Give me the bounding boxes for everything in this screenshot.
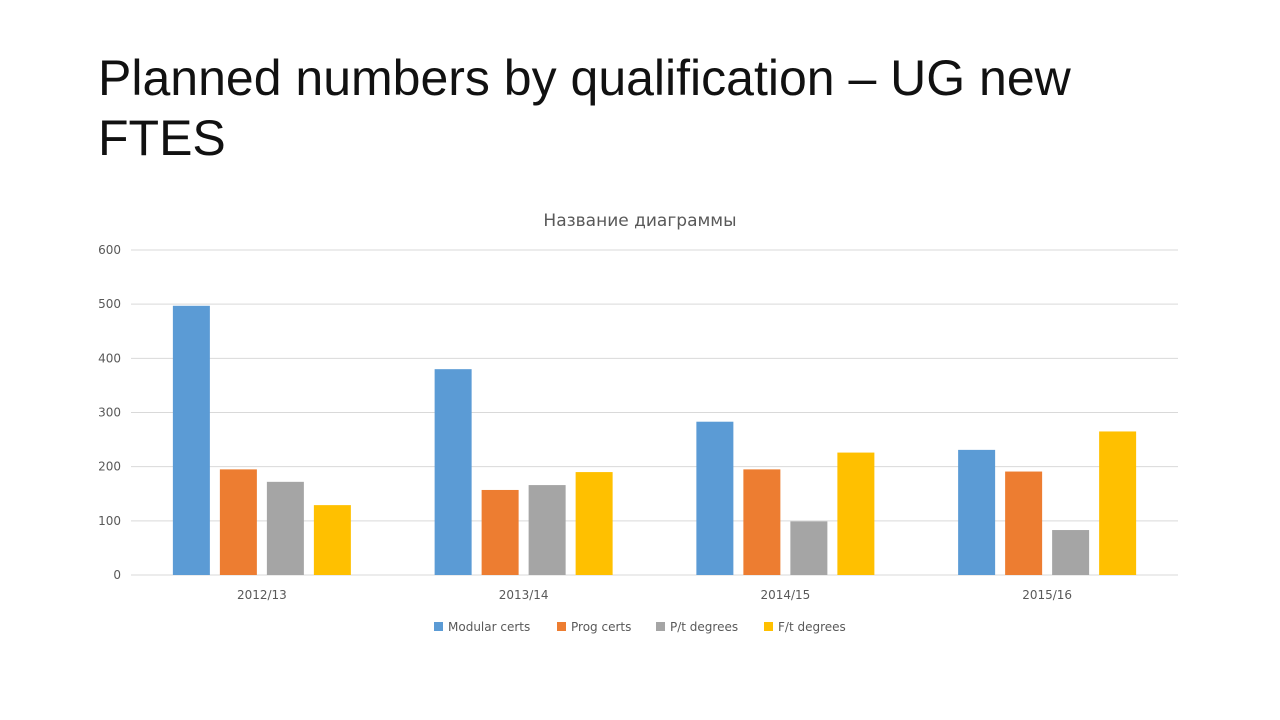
y-tick-label: 100 — [98, 514, 121, 528]
legend-swatch-modular-certs — [434, 622, 443, 631]
y-tick-label: 300 — [98, 406, 121, 420]
y-tick-label: 0 — [113, 568, 121, 582]
bar-f-t-degrees-2015-16 — [1099, 431, 1137, 575]
bar-f-t-degrees-2014-15 — [837, 452, 875, 575]
legend-label-prog-certs: Prog certs — [571, 620, 631, 634]
x-tick-label: 2014/15 — [760, 588, 810, 602]
legend: Modular certs Prog certs P/t degrees F/t de… — [434, 620, 846, 634]
bar-p-t-degrees-2012-13 — [266, 481, 304, 575]
bar-p-t-degrees-2015-16 — [1052, 530, 1090, 575]
x-tick-label: 2013/14 — [499, 588, 549, 602]
legend-label-p-t-degrees: P/t degrees — [670, 620, 738, 634]
legend-swatch-f-t-degrees — [764, 622, 773, 631]
bar-prog-certs-2015-16 — [1005, 471, 1043, 575]
legend-label-modular-certs: Modular certs — [448, 620, 530, 634]
legend-swatch-prog-certs — [557, 622, 566, 631]
y-tick-label: 600 — [98, 243, 121, 257]
bars — [172, 305, 1137, 575]
x-axis-ticks: 2012/13 2013/14 2014/15 2015/16 — [237, 588, 1072, 602]
y-tick-label: 500 — [98, 297, 121, 311]
bar-f-t-degrees-2012-13 — [313, 505, 351, 575]
x-tick-label: 2012/13 — [237, 588, 287, 602]
legend-swatch-p-t-degrees — [656, 622, 665, 631]
bar-prog-certs-2012-13 — [219, 469, 257, 575]
bar-prog-certs-2013-14 — [481, 489, 519, 575]
bar-f-t-degrees-2013-14 — [575, 472, 613, 575]
bar-p-t-degrees-2013-14 — [528, 485, 566, 575]
bar-modular-certs-2013-14 — [434, 369, 472, 575]
bar-modular-certs-2014-15 — [696, 421, 734, 575]
legend-label-f-t-degrees: F/t degrees — [778, 620, 846, 634]
bar-prog-certs-2014-15 — [743, 469, 781, 575]
y-tick-label: 200 — [98, 460, 121, 474]
y-tick-label: 400 — [98, 351, 121, 365]
bar-modular-certs-2012-13 — [172, 305, 210, 575]
gridlines — [131, 249, 1178, 576]
x-tick-label: 2015/16 — [1022, 588, 1072, 602]
chart-title: Название диаграммы — [543, 211, 736, 231]
bar-modular-certs-2015-16 — [958, 449, 996, 575]
slide-title: Planned numbers by qualification – UG ne… — [98, 50, 1071, 166]
bar-p-t-degrees-2014-15 — [790, 521, 828, 575]
y-axis-ticks: 0 100 200 300 400 500 600 — [98, 243, 121, 582]
